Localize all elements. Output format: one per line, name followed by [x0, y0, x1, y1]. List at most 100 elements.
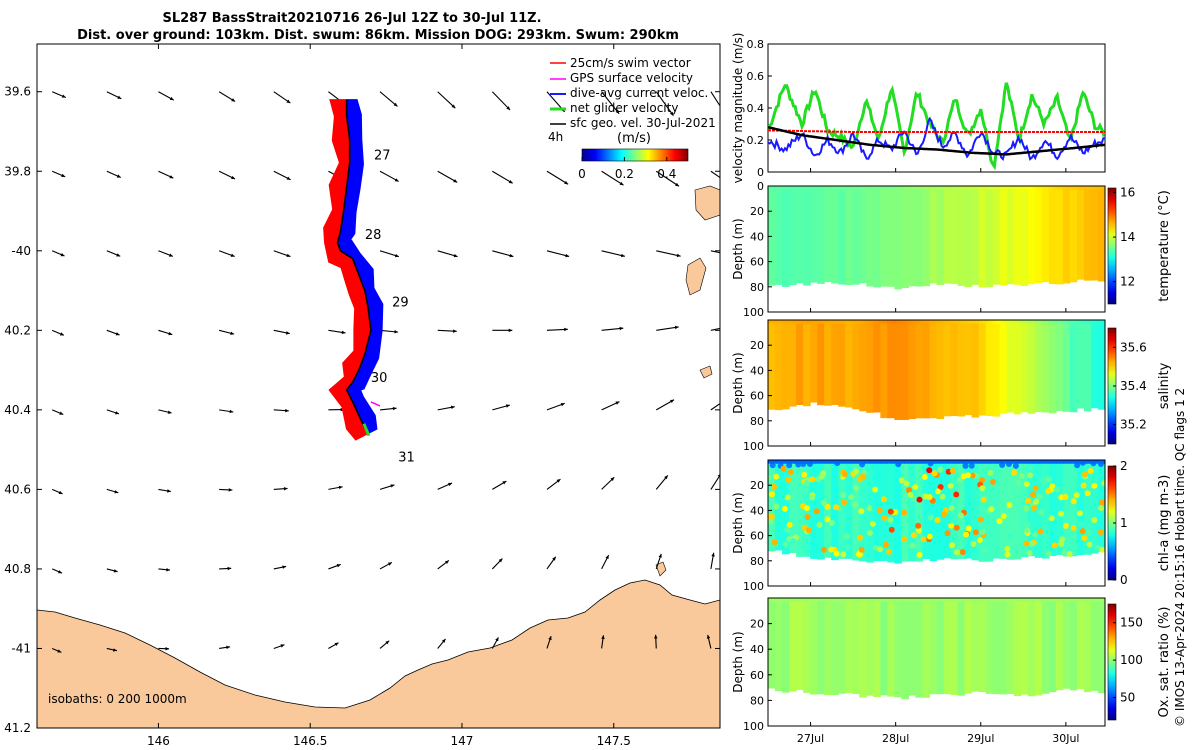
chl-sample-dot [948, 522, 955, 529]
chl-sample-dot [947, 482, 954, 489]
chl-sample-dot [934, 517, 941, 524]
geo-vector-head [669, 111, 674, 116]
chl-sample-dot [944, 530, 951, 537]
legend-label-swim: 25cm/s swim vector [570, 56, 691, 70]
chl-sample-dot [898, 477, 905, 484]
section-column [873, 186, 881, 288]
chl-sample-dot [948, 505, 955, 512]
section-ytick-label: 20 [750, 618, 764, 631]
section-column [1069, 598, 1078, 691]
section-column [887, 320, 895, 419]
geo-vector-head [228, 488, 233, 492]
chl-sample-dot [880, 496, 887, 503]
geo-vector-head [169, 96, 174, 101]
geo-vector-head [711, 552, 715, 557]
geo-vector-head [509, 253, 514, 258]
section-xtick-label: 30Jul [1052, 732, 1079, 745]
section-column [817, 460, 825, 560]
chl-sample-dot [828, 520, 835, 527]
chl-sample-dot [773, 473, 780, 480]
chl-sample-dot [1091, 539, 1098, 546]
credit-text: © IMOS 13-Apr-2024 20:15:16 Hobart time.… [1173, 388, 1187, 727]
geo-vector-head [498, 558, 503, 563]
map-xtick-label: 146 [147, 734, 170, 748]
geo-vector-head [115, 411, 119, 415]
geo-vector-head [453, 329, 457, 333]
chl-sample-dot [907, 491, 914, 498]
section-column [1083, 598, 1092, 693]
section-column [1097, 598, 1105, 694]
section-column [978, 186, 987, 288]
section-colorbar-tick-label: 35.4 [1120, 379, 1147, 393]
chl-sample-dot [970, 540, 977, 547]
section-ylabel: Depth (m) [731, 492, 745, 553]
geo-vector-head [286, 176, 291, 180]
section-column [831, 186, 839, 284]
geo-vector [710, 327, 720, 331]
chl-sample-dot [1023, 481, 1030, 488]
title-line-1: SL287 BassStrait20210716 26-Jul 12Z to 3… [162, 11, 541, 26]
section-column [1062, 598, 1071, 689]
section-column [880, 186, 888, 287]
chl-sample-dot [824, 516, 831, 523]
chl-sample-dot [1079, 528, 1086, 535]
map-legend: 25cm/s swim vector GPS surface velocity … [548, 56, 716, 181]
chl-sample-dot [826, 532, 833, 539]
section-column [908, 320, 917, 420]
chl-sample-dot [1012, 462, 1019, 469]
chl-sample-dot [857, 534, 864, 541]
geo-vector-head [674, 182, 679, 187]
map-colorbar-tick-label: 0 [578, 167, 586, 181]
chl-sample-dot [887, 516, 894, 523]
geo-vector-head [620, 253, 625, 258]
chl-sample-dot [1004, 551, 1011, 558]
section-column [1006, 460, 1015, 560]
geo-vector-head [231, 98, 236, 102]
chl-sample-dot [768, 513, 775, 520]
geo-vector [601, 327, 624, 331]
geo-vector-head [116, 253, 121, 257]
geo-vector-head [286, 99, 291, 104]
chl-sample-dot [988, 506, 995, 513]
chl-sample-dot [903, 480, 910, 487]
geo-vector-head [387, 562, 392, 566]
section-ytick-label: 20 [750, 339, 764, 352]
section-column [929, 598, 938, 695]
velocity-panel: 0 0.2 0.4 0.6 0.8 velocity magnitude (m/s) [731, 33, 1106, 183]
legend-label-current: dive-avg current veloc. [570, 86, 708, 100]
geo-vector-head [605, 555, 609, 560]
chl-sample-dot [771, 483, 778, 490]
chl-sample-dot [905, 487, 912, 494]
chl-sample-dot [1062, 522, 1069, 529]
chl-sample-dot [901, 509, 908, 516]
section-ylabel: Depth (m) [731, 218, 745, 279]
section-column [810, 186, 818, 283]
chl-sample-dot [953, 549, 960, 556]
chl-sample-dot [853, 468, 860, 475]
section-column [901, 320, 910, 420]
section-frame [767, 597, 1106, 727]
section-column [908, 598, 917, 696]
section-surface-dot [1101, 598, 1105, 602]
section-column [775, 186, 783, 285]
island-small-1 [694, 185, 720, 221]
map-xtick-label: 146.5 [293, 734, 327, 748]
section-column [964, 320, 973, 416]
section-column [859, 598, 867, 698]
chl-sample-dot [1000, 513, 1007, 520]
section-xtick-label: 29Jul [967, 732, 994, 745]
section-column [992, 320, 1001, 417]
geo-vector [601, 170, 624, 186]
section-column [1006, 598, 1015, 694]
section-column [789, 186, 797, 286]
section-column [1034, 320, 1043, 413]
legend-label-net: net glider velocity [570, 101, 678, 115]
chl-sample-dot [1006, 502, 1013, 509]
map-colorbar-unit: (m/s) [617, 131, 651, 146]
section-column [838, 460, 846, 559]
chl-sample-dot [892, 508, 899, 515]
section-column [1041, 460, 1050, 559]
geo-vector [656, 326, 679, 331]
geo-vector-head [116, 174, 121, 178]
section-column [852, 320, 860, 410]
